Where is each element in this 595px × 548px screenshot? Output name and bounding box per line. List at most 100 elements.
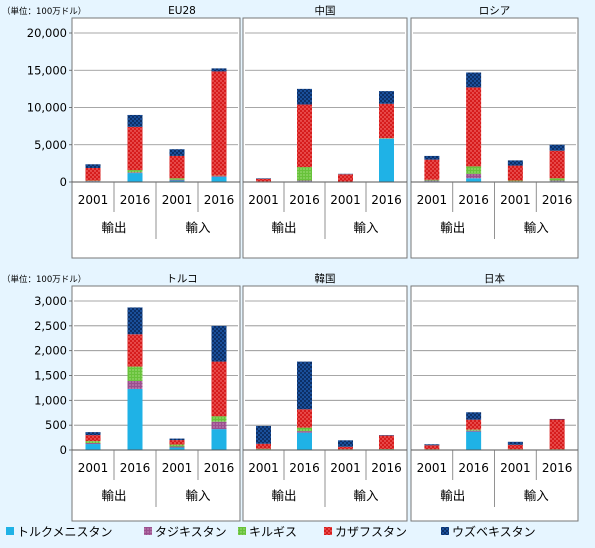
bar-segment: [127, 307, 143, 335]
x-tick-label: 2001: [248, 461, 279, 475]
bar-segment: [85, 167, 101, 181]
bar-segment: [127, 334, 143, 367]
bar-segment: [127, 170, 143, 173]
bar-segment: [169, 180, 185, 182]
chart-title: トルコ: [166, 273, 197, 285]
legend-label: カザフスタン: [335, 525, 407, 539]
bar-segment: [169, 178, 185, 180]
bar-segment: [169, 438, 185, 441]
bar-segment: [127, 114, 143, 127]
legend-label: キルギス: [249, 525, 297, 539]
bar-segment: [256, 178, 271, 182]
bar-segment: [297, 432, 312, 450]
bar-segment: [297, 104, 312, 168]
x-tick-label: 2016: [458, 461, 489, 475]
y-tick-label: 20,000: [27, 26, 67, 40]
chart-panel: 日本 2001 2016 2001 2016 輸出 輸入: [410, 272, 579, 522]
bar-segment: [297, 427, 312, 432]
x-tick-label: 2001: [500, 193, 531, 207]
group-label: 輸入: [353, 488, 379, 503]
x-tick-label: 2016: [371, 461, 402, 475]
bar-segment: [169, 179, 185, 181]
chart-panel: ロシア 2001 2016 2001 2016 輸出 輸入: [410, 5, 579, 259]
bar-segment: [466, 412, 482, 420]
bar-segment: [466, 178, 482, 182]
bar-segment: [379, 91, 394, 104]
bar-segment: [211, 416, 227, 422]
legend-label: ウズベキスタン: [452, 524, 536, 539]
y-tick-label: 500: [45, 418, 67, 432]
group-label: 輸出: [101, 488, 126, 503]
bar-segment: [549, 144, 565, 151]
x-tick-label: 2001: [500, 461, 531, 475]
x-tick-label: 2016: [289, 193, 320, 207]
bar-segment: [85, 444, 101, 450]
bar-segment: [256, 443, 271, 449]
chart-title: 中国: [315, 4, 336, 17]
bar-segment: [169, 447, 185, 450]
y-tick-label: 2,000: [34, 344, 67, 358]
x-tick-label: 2001: [330, 461, 361, 475]
bar-segment: [127, 380, 143, 389]
x-tick-label: 2001: [248, 193, 279, 207]
bar-segment: [507, 444, 523, 450]
bar-segment: [211, 421, 227, 430]
y-tick-label: 1,000: [34, 393, 67, 407]
chart-panel: 中国 2001 2016 2001 2016 輸出 輸入: [242, 4, 408, 259]
bar-segment: [424, 155, 440, 160]
group-label: 輸出: [101, 220, 126, 235]
chart-panel: トルコ （単位：100万ドル） 0 500 1,000 1,500 2,000 2,500 3,…: [2, 273, 241, 522]
bar-segment: [549, 150, 565, 179]
legend-swatch: [6, 527, 14, 535]
bar-segment: [211, 176, 227, 177]
bar-segment: [338, 174, 353, 182]
bar-segment: [466, 72, 482, 88]
bar-segment: [127, 172, 143, 174]
y-tick-label: 3,000: [34, 294, 67, 308]
bar-segment: [211, 71, 227, 176]
bar-segment: [379, 103, 394, 139]
chart-panel: 韓国 2001 2016 2001 2016 輸出 輸入: [242, 273, 408, 522]
bar-segment: [256, 425, 271, 444]
group-label: 輸出: [271, 220, 296, 235]
group-label: 輸入: [185, 488, 211, 503]
unit-label: （単位：100万ドル）: [2, 6, 86, 17]
bar-segment: [297, 361, 312, 410]
bar-segment: [466, 429, 482, 431]
bar-segment: [211, 176, 227, 182]
chart-title: EU28: [168, 5, 196, 17]
bar-segment: [211, 325, 227, 362]
bar-segment: [127, 366, 143, 381]
bar-segment: [211, 361, 227, 417]
group-label: 輸入: [524, 488, 550, 503]
x-tick-label: 2016: [289, 461, 320, 475]
bar-segment: [338, 440, 353, 447]
bar-segment: [85, 164, 101, 168]
bar-segment: [297, 431, 312, 433]
x-tick-label: 2016: [204, 461, 235, 475]
bar-segment: [127, 173, 143, 182]
chart-title: 日本: [484, 272, 505, 285]
bar-segment: [85, 432, 101, 436]
group-label: 輸入: [524, 220, 550, 235]
y-tick-label: 2,500: [34, 319, 67, 333]
y-tick-label: 15,000: [27, 63, 67, 77]
y-tick-label: 10,000: [27, 101, 67, 115]
bar-segment: [379, 138, 394, 182]
bar-segment: [127, 126, 143, 171]
x-tick-label: 2016: [120, 193, 151, 207]
bar-segment: [549, 178, 565, 181]
bar-segment: [169, 149, 185, 156]
legend-swatch: [144, 527, 152, 535]
bar-segment: [85, 441, 101, 444]
bar-segment: [169, 446, 185, 448]
bar-segment: [549, 419, 565, 450]
y-tick-label: 5,000: [34, 138, 67, 152]
bar-segment: [466, 173, 482, 179]
bar-segment: [379, 435, 394, 450]
legend-swatch: [441, 527, 449, 535]
bar-segment: [466, 419, 482, 430]
x-tick-label: 2001: [78, 193, 109, 207]
bar-segment: [85, 443, 101, 445]
